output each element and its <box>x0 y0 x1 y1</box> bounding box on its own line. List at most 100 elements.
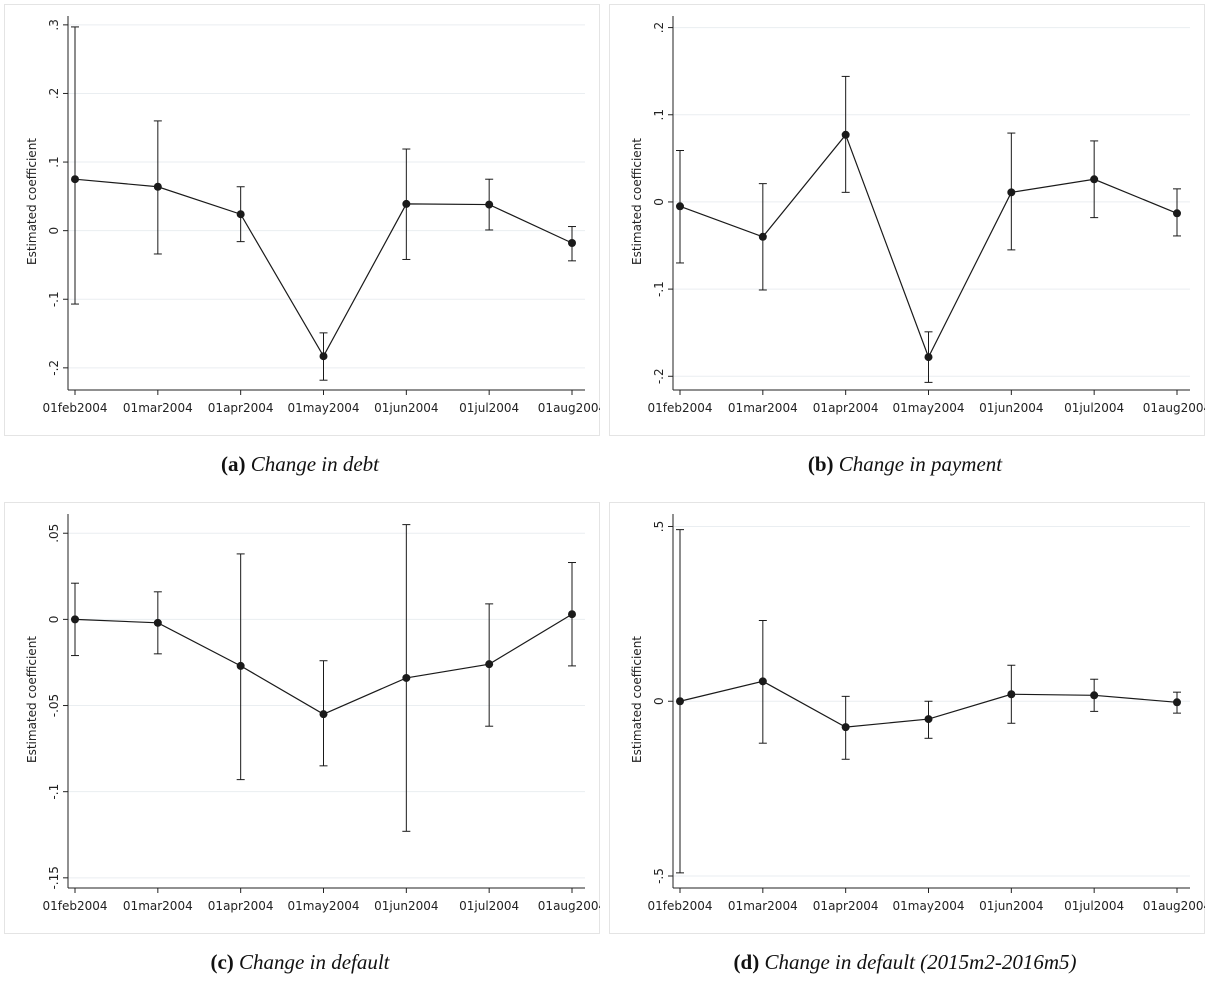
y-tick-label: -.5 <box>652 868 666 884</box>
point <box>485 200 494 209</box>
x-tick-label: 01aug2004 <box>1143 899 1205 913</box>
x-tick-label: 01jun2004 <box>374 401 438 415</box>
panel-border <box>609 4 1205 436</box>
point <box>676 697 684 706</box>
y-tick-label: .1 <box>652 109 666 120</box>
point <box>568 610 576 619</box>
y-tick-label: 0 <box>47 227 61 235</box>
point <box>319 352 328 361</box>
y-tick-label: -.15 <box>47 866 61 889</box>
caption-text: Change in default <box>239 950 390 974</box>
caption-label: (b) <box>807 452 834 476</box>
y-tick-label: .5 <box>652 521 666 532</box>
point <box>153 182 162 191</box>
y-axis-title: Estimated coefficient <box>630 138 644 265</box>
x-tick-label: 01apr2004 <box>813 401 879 415</box>
point <box>71 615 79 624</box>
y-tick-label: 0 <box>652 198 666 206</box>
chart-panel: -.2 -.1 0 .1 .2 Estimated coefficient 01feb200… <box>609 4 1205 436</box>
point <box>924 715 933 724</box>
point <box>1090 691 1099 700</box>
y-tick-label: -.1 <box>47 291 61 307</box>
y-tick-label: .2 <box>47 88 61 99</box>
x-tick-label: 01jul2004 <box>459 899 519 913</box>
caption: (c) Change in default <box>0 950 600 975</box>
y-tick-label: -.1 <box>47 784 61 800</box>
x-tick-label: 01apr2004 <box>813 899 879 913</box>
point <box>402 673 411 682</box>
point <box>402 199 411 208</box>
point <box>841 130 850 139</box>
x-tick-label: 01jun2004 <box>979 899 1043 913</box>
x-tick-label: 01mar2004 <box>728 401 798 415</box>
point <box>1007 690 1016 699</box>
y-tick-label: .3 <box>47 19 61 30</box>
x-tick-label: 01may2004 <box>288 401 360 415</box>
point <box>236 210 245 219</box>
y-tick-label: -.2 <box>652 368 666 384</box>
caption-text: Change in debt <box>250 452 380 476</box>
caption: (d) Change in default (2015m2-2016m5) <box>605 950 1205 975</box>
caption: (a) Change in debt <box>0 452 600 477</box>
y-tick-label: -.05 <box>47 694 61 717</box>
point <box>924 353 933 362</box>
caption-label: (a) <box>220 452 246 476</box>
y-tick-label: -.1 <box>652 281 666 297</box>
caption: (b) Change in payment <box>605 452 1205 477</box>
x-tick-label: 01jun2004 <box>374 899 438 913</box>
point <box>1173 209 1181 218</box>
chart-panel: -.2 -.1 0 .1 .2 .3 Estimated coefficient 01feb2… <box>4 4 600 436</box>
x-tick-label: 01jul2004 <box>459 401 519 415</box>
x-tick-label: 01may2004 <box>288 899 360 913</box>
point <box>676 202 684 211</box>
x-tick-label: 01aug2004 <box>538 401 600 415</box>
y-tick-label: 0 <box>652 697 666 705</box>
series-line <box>679 133 1178 359</box>
point <box>568 239 576 248</box>
x-tick-label: 01mar2004 <box>123 899 193 913</box>
point <box>236 661 245 670</box>
point <box>758 677 767 686</box>
x-tick-label: 01apr2004 <box>208 401 274 415</box>
panel-border <box>4 502 600 934</box>
x-tick-label: 01jul2004 <box>1064 401 1124 415</box>
x-tick-label: 01may2004 <box>893 899 965 913</box>
caption-text: Change in payment <box>838 452 1003 476</box>
y-tick-label: .1 <box>47 156 61 167</box>
x-tick-label: 01may2004 <box>893 401 965 415</box>
x-tick-label: 01feb2004 <box>42 401 107 415</box>
y-tick-label: .2 <box>652 22 666 33</box>
y-tick-label: 0 <box>47 616 61 624</box>
point <box>841 723 850 732</box>
x-tick-label: 01apr2004 <box>208 899 274 913</box>
point <box>485 660 494 669</box>
caption-label: (d) <box>733 950 760 974</box>
caption-label: (c) <box>210 950 234 974</box>
point <box>1173 698 1181 707</box>
x-tick-label: 01jun2004 <box>979 401 1043 415</box>
x-tick-label: 01mar2004 <box>728 899 798 913</box>
point <box>319 710 328 719</box>
chart-panel: -.5 0 .5 Estimated coefficient 01feb2004 01ma… <box>609 502 1205 934</box>
y-tick-label: -.2 <box>47 360 61 376</box>
y-tick-label: .05 <box>47 524 61 543</box>
series-line <box>74 178 573 358</box>
x-tick-label: 01jul2004 <box>1064 899 1124 913</box>
y-axis-title: Estimated coefficient <box>630 636 644 763</box>
point <box>71 175 79 184</box>
x-tick-label: 01feb2004 <box>647 899 712 913</box>
point <box>1090 175 1099 184</box>
x-tick-label: 01mar2004 <box>123 401 193 415</box>
panel-border <box>4 4 600 436</box>
x-tick-label: 01aug2004 <box>1143 401 1205 415</box>
caption-text: Change in default (2015m2-2016m5) <box>764 950 1077 974</box>
point <box>758 232 767 241</box>
panel-border <box>609 502 1205 934</box>
x-tick-label: 01aug2004 <box>538 899 600 913</box>
point <box>153 618 162 627</box>
y-axis-title: Estimated coefficient <box>25 636 39 763</box>
point <box>1007 188 1016 197</box>
x-tick-label: 01feb2004 <box>42 899 107 913</box>
y-axis-title: Estimated coefficient <box>25 138 39 265</box>
